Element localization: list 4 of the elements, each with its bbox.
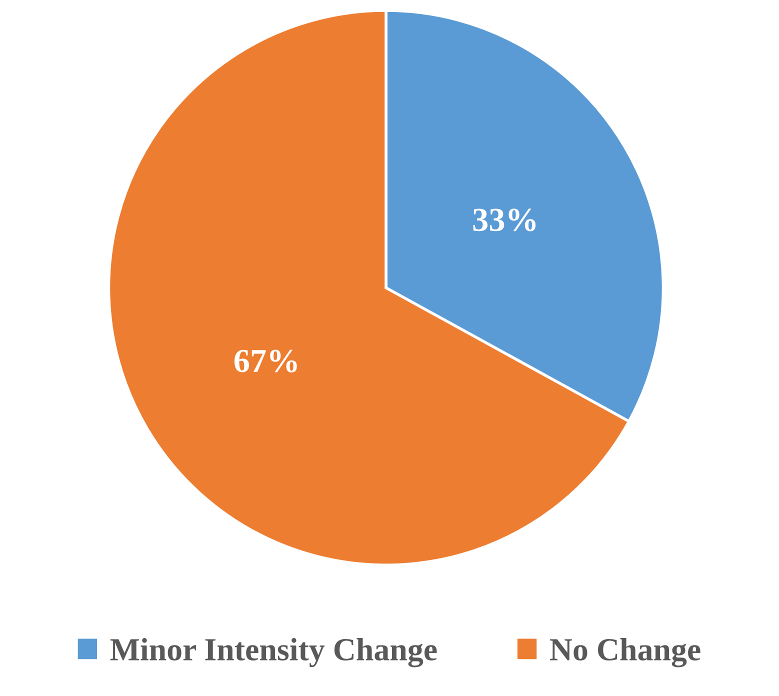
data-label: 67% [234,350,297,372]
data-label: 33% [473,208,536,232]
legend-label: Minor Intensity Change [110,638,437,668]
legend-label: No Change [550,638,700,668]
